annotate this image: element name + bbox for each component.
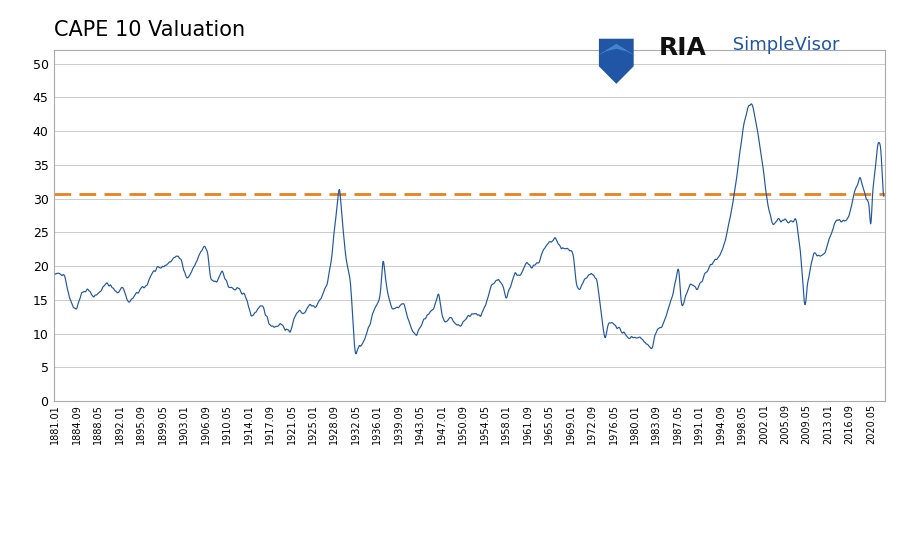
Text: CAPE 10 Valuation: CAPE 10 Valuation [54, 20, 245, 40]
Text: SimpleVisor: SimpleVisor [726, 36, 839, 54]
Text: RIA: RIA [658, 36, 706, 60]
Polygon shape [595, 44, 636, 56]
Polygon shape [598, 39, 633, 84]
